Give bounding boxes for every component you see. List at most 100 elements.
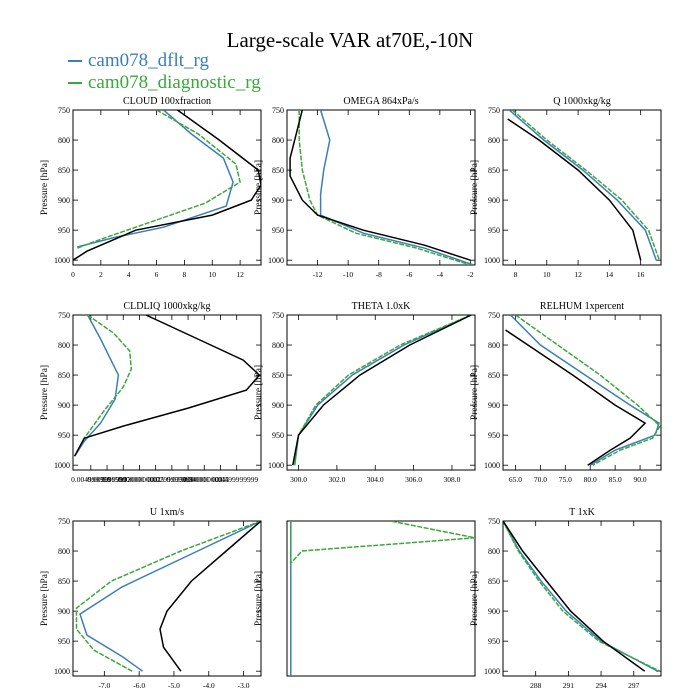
panel-frame (502, 520, 662, 677)
y-tick-label: 950 (272, 226, 284, 235)
x-tick-label: 75.0 (559, 475, 572, 484)
y-tick-label: 950 (272, 431, 284, 440)
series-line-cam078-dflt-rg (73, 315, 120, 457)
x-tick-label: -8 (376, 270, 382, 279)
y-tick-label: 800 (58, 547, 70, 556)
y-axis-label: Pressure [hPa] (470, 160, 480, 215)
x-tick-label: 0.0350000001 (167, 475, 210, 484)
y-tick-label: 1000 (268, 461, 284, 470)
panel-frame (286, 314, 476, 471)
y-tick-label: 900 (488, 196, 500, 205)
series-line-reference (159, 521, 261, 672)
x-tick-label: 4 (127, 270, 131, 279)
x-tick-label: 308.0 (444, 475, 461, 484)
series-group (292, 315, 472, 466)
x-tick-label: 306.0 (405, 475, 422, 484)
y-tick-label: 950 (488, 226, 500, 235)
y-axis-label: Pressure [hPa] (40, 365, 50, 420)
x-tick-label: 294 (595, 681, 607, 690)
x-tick-label: 6 (155, 270, 159, 279)
x-tick-label: -5.0 (168, 681, 180, 690)
x-tick-label: 304.0 (367, 475, 384, 484)
y-tick-label: 950 (488, 431, 500, 440)
x-tick-label: 70.0 (534, 475, 547, 484)
panel-title: T 1xK (569, 507, 595, 518)
x-tick-label: -10 (343, 270, 353, 279)
y-tick-label: 900 (58, 196, 70, 205)
panel-frame (286, 520, 476, 677)
panel-7: U 1xm/s Pressure [hPa] 750 800 850 900 950 1000… (40, 507, 262, 690)
x-tick-label: 0.004999999 (71, 475, 111, 484)
y-tick-label: 800 (488, 136, 500, 145)
panel-1: CLOUD 100xfraction Pressure [hPa] 750 800 85… (40, 96, 262, 279)
x-tick-label: 90.0 (634, 475, 647, 484)
x-tick-label: 0.045 (212, 475, 229, 484)
x-tick-label: 0.0299999999 (150, 475, 193, 484)
y-tick-label: 1000 (484, 461, 500, 470)
y-tick-label: 900 (58, 401, 70, 410)
panel-frame (72, 314, 262, 471)
series-line-reference (505, 329, 647, 466)
x-tick-label: -4 (437, 270, 443, 279)
y-tick-label: 850 (488, 371, 500, 380)
series-line-cam078-diagnostic-rg (293, 315, 472, 466)
series-line-cam078-dflt-rg (293, 315, 472, 466)
series-line-cam078-diagnostic-rg (511, 110, 661, 261)
y-tick-label: 850 (58, 371, 70, 380)
x-tick-label: 65.0 (509, 475, 522, 484)
x-tick-label: 8 (514, 270, 518, 279)
y-tick-label: 750 (488, 311, 500, 320)
legend-entry-dflt: cam078_dflt_rg (68, 50, 209, 72)
y-tick-label: 800 (488, 547, 500, 556)
x-tick-label: -6 (406, 270, 412, 279)
x-tick-label: 0.0150000001 (102, 475, 145, 484)
panel-frame (502, 314, 662, 471)
series-group (290, 521, 475, 676)
series-line-cam078-dflt-rg (503, 521, 659, 672)
y-axis-label: Pressure [hPa] (40, 571, 50, 626)
series-group (503, 521, 661, 672)
series-line-reference (73, 315, 261, 457)
y-axis-label: Pressure [hPa] (254, 571, 264, 626)
x-tick-label: 2 (99, 270, 103, 279)
panel-frame (286, 109, 476, 266)
panel-frame (72, 520, 262, 677)
y-tick-label: 850 (272, 371, 284, 380)
x-tick-label: 10 (209, 270, 217, 279)
series-group (289, 110, 474, 265)
series-line-cam078-dflt-rg (79, 521, 261, 672)
y-tick-label: 750 (272, 311, 284, 320)
y-tick-label: 800 (488, 341, 500, 350)
series-line-cam078-diagnostic-rg (290, 521, 475, 566)
legend-label-dflt: cam078_dflt_rg (88, 50, 210, 71)
panel-title: THETA 1.0xK (352, 301, 411, 312)
panel-2: OMEGA 864xPa/s Pressure [hPa] 750 800 850 900… (254, 96, 476, 279)
x-tick-label: 80.0 (584, 475, 597, 484)
series-group (73, 110, 261, 261)
panel-frame (502, 109, 662, 266)
y-axis-label: Pressure [hPa] (470, 571, 480, 626)
panel-title: CLOUD 100xfraction (123, 96, 211, 107)
y-axis-label: Pressure [hPa] (40, 160, 50, 215)
y-tick-label: 900 (488, 401, 500, 410)
legend-swatch-dflt (68, 60, 82, 62)
y-tick-label: 750 (272, 106, 284, 115)
x-tick-label: -12 (313, 270, 323, 279)
y-tick-label: 750 (58, 311, 70, 320)
series-line-reference (289, 110, 471, 261)
panel-5: THETA 1.0xK Pressure [hPa] 750 800 850 900 950… (254, 301, 476, 484)
y-tick-label: 850 (58, 577, 70, 586)
series-line-cam078-dflt-rg (508, 110, 658, 261)
y-tick-label: 750 (488, 517, 500, 526)
y-tick-label: 1000 (54, 461, 70, 470)
y-tick-label: 750 (58, 517, 70, 526)
x-tick-label: -7.0 (98, 681, 110, 690)
panel-title: RELHUM 1xpercent (540, 301, 624, 312)
series-line-cam078-diagnostic-rg (73, 315, 133, 457)
legend-label-diagnostic: cam078_diagnostic_rg (88, 72, 261, 93)
panel-title: Q 1000xkg/kg (553, 96, 611, 107)
panel-9: T 1xK Pressure [hPa] 750 800 850 900 950 1000 28… (470, 507, 662, 690)
y-tick-label: 850 (488, 577, 500, 586)
y-tick-label: 800 (272, 136, 284, 145)
